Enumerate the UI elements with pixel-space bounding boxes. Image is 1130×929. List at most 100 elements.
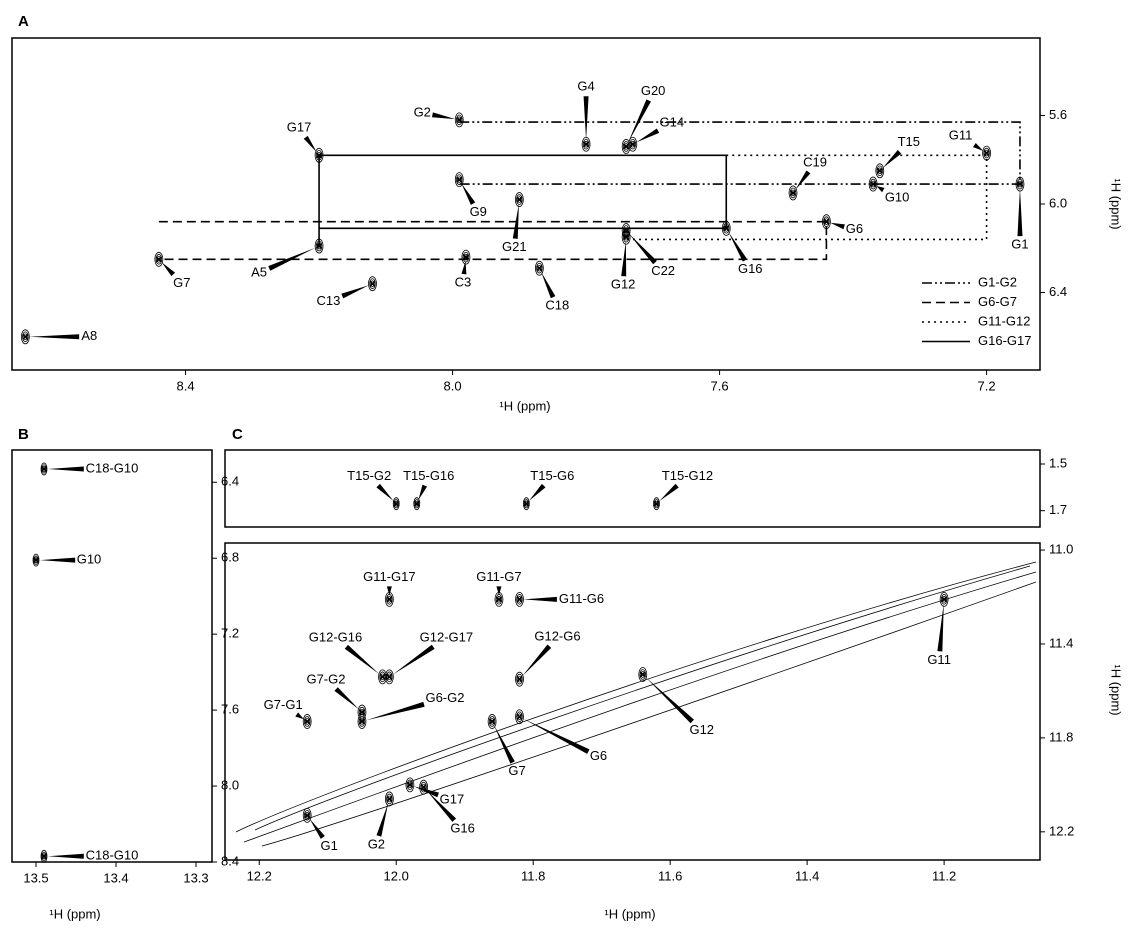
peak-contour [654, 500, 659, 507]
peak-label: T15-G12 [662, 468, 713, 483]
peak-contour [490, 718, 495, 725]
peak-contour [315, 240, 323, 252]
peak-label: G20 [641, 83, 666, 98]
peak-contour [461, 249, 471, 265]
peak-cross [653, 500, 660, 507]
peak [868, 176, 878, 192]
peak-contour [456, 114, 463, 126]
peak-contour [457, 116, 462, 124]
peak-leader [268, 247, 316, 271]
peak-contour [622, 231, 630, 243]
peak [314, 147, 324, 163]
peak-cross [304, 718, 311, 725]
peak-label: T15-G16 [403, 468, 454, 483]
x-axis-label: ¹H (ppm) [604, 906, 655, 921]
peak-contour [721, 220, 731, 236]
peak-contour [407, 781, 412, 789]
peak-leader [303, 135, 317, 153]
peak-cross [583, 141, 590, 148]
peak-leader [365, 701, 425, 721]
peak-leader [48, 466, 84, 472]
x-tick-label: 13.5 [23, 870, 48, 885]
y-tick-label: 7.6 [221, 702, 239, 717]
peak-contour [639, 669, 646, 680]
peak-cross [623, 143, 630, 150]
peak-contour [463, 253, 469, 261]
peak-cross [1016, 181, 1024, 188]
peak [515, 709, 524, 725]
peak-cross [823, 218, 830, 225]
peak-contour [516, 194, 523, 205]
peak-label: G17 [440, 791, 465, 806]
peak-contour [940, 594, 948, 605]
peak-contour [154, 251, 164, 267]
peak-leader [523, 596, 557, 602]
peak-leader [541, 271, 556, 299]
peak [721, 220, 731, 236]
peak-contour [420, 781, 427, 793]
walk-line [158, 220, 828, 261]
peak-contour [413, 497, 421, 511]
peak-label: G11-G6 [559, 591, 604, 606]
peak-contour [359, 718, 365, 725]
peak-contour [522, 497, 530, 511]
panel-frame [224, 542, 1041, 861]
peak [621, 223, 631, 238]
peak-contour [653, 499, 659, 509]
peak-label: G10 [885, 190, 910, 205]
panel-letter: C [232, 426, 243, 443]
x-tick-label: 11.8 [521, 868, 545, 883]
peak-label: G2 [414, 104, 431, 119]
peak-cross [983, 150, 990, 157]
peak-label: G7-G2 [306, 672, 345, 687]
peak-contour [358, 716, 366, 727]
peak-leader [161, 262, 176, 277]
peak-contour [537, 264, 542, 272]
y-tick-label: 1.5 [1049, 455, 1067, 470]
y-tick-label: 11.0 [1049, 541, 1073, 556]
peak-label: C18 [545, 298, 569, 313]
x-tick-label: 8.4 [177, 378, 195, 393]
peak-leader [392, 644, 435, 675]
peak-contour [359, 708, 365, 716]
peak-cross [386, 673, 393, 680]
peak-leader [29, 334, 80, 340]
peak-contour [380, 673, 385, 681]
peak-contour [869, 178, 877, 190]
peak-contour [517, 596, 522, 603]
peak-contour [384, 669, 394, 685]
peak-contour [624, 227, 629, 234]
peak-contour [523, 499, 529, 509]
peak-contour [628, 136, 638, 152]
peak-cross [941, 596, 948, 603]
peak-leader [295, 712, 304, 720]
peak-contour [23, 333, 28, 341]
peak-label: C3 [455, 275, 472, 290]
panel-letter: B [18, 426, 29, 443]
peak-contour [394, 500, 398, 507]
peak-contour [305, 718, 310, 725]
peak-contour [942, 596, 947, 603]
peak-leader [386, 586, 392, 596]
peak-contour [156, 255, 161, 263]
peak-leader [636, 128, 660, 143]
peak-leader [882, 150, 902, 169]
x-tick-label: 7.2 [978, 378, 996, 393]
peak-contour [305, 812, 310, 819]
peak-contour [314, 147, 324, 163]
peak-contour [534, 260, 544, 276]
peak-contour [34, 557, 38, 564]
peak-leader [376, 483, 394, 501]
peak-contour [515, 709, 524, 725]
peak-leader [795, 170, 811, 190]
peak-cross [358, 718, 366, 725]
peak-contour [369, 278, 376, 289]
peak-leader [493, 725, 515, 764]
peak-contour [40, 849, 48, 863]
peak [154, 251, 164, 267]
peak-leader [344, 644, 380, 675]
peak-cross [516, 676, 523, 683]
peak-label: A5 [251, 264, 267, 279]
peak-contour [386, 793, 393, 805]
peak-cross [304, 812, 311, 819]
